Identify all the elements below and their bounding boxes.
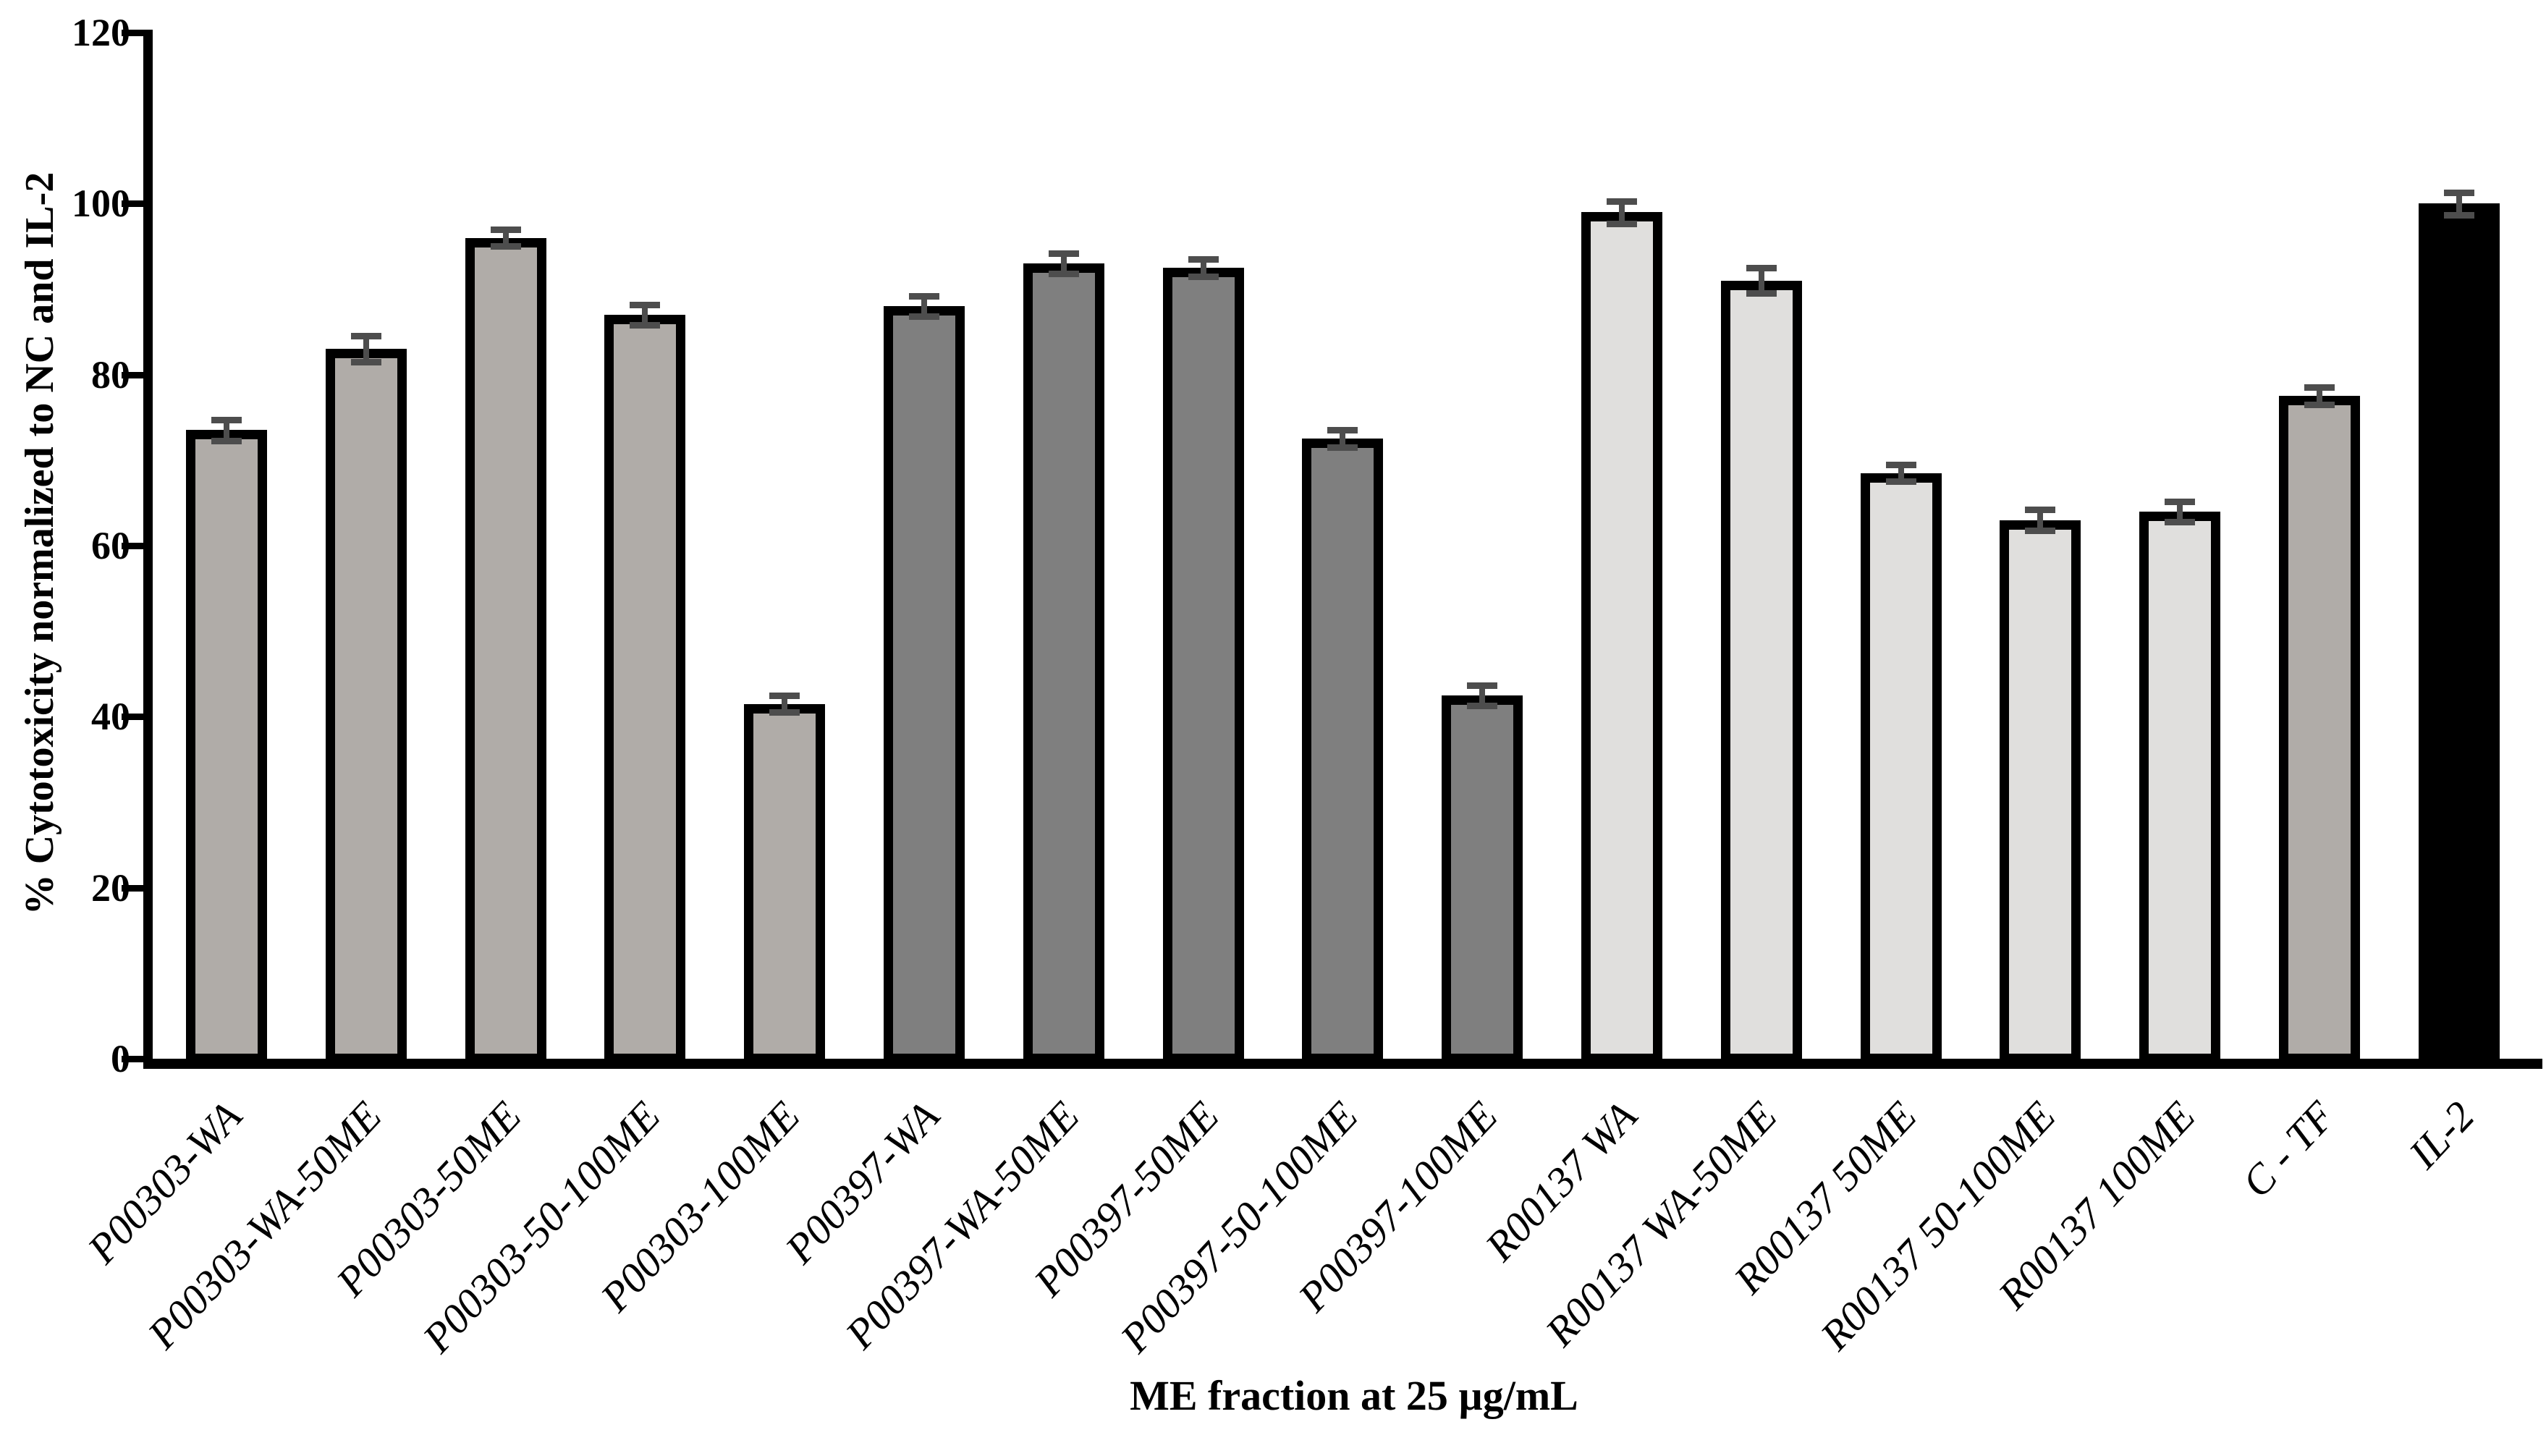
error-bar-cap-top	[769, 692, 800, 699]
bar-P00397-100ME	[1442, 695, 1523, 1063]
error-bar-cap-top	[211, 417, 242, 424]
bar-P00397-50-100ME	[1302, 439, 1384, 1063]
error-bar-cap-top	[350, 333, 381, 340]
error-bar-line	[1758, 267, 1764, 294]
error-bar-line	[2456, 192, 2462, 215]
bar-C - TF	[2279, 396, 2360, 1063]
error-bar-cap-top	[1467, 682, 1498, 689]
bar-P00303-WA	[186, 430, 267, 1063]
y-tick-label: 40	[91, 695, 130, 739]
error-bar-line	[2037, 509, 2044, 530]
bar-P00303-100ME	[744, 703, 826, 1063]
error-bar-cap-bottom	[630, 322, 661, 329]
error-bar-cap-bottom	[1327, 444, 1358, 452]
error-bar-cap-bottom	[2025, 527, 2056, 534]
y-axis-line	[143, 30, 153, 1069]
bar-P00397-WA-50ME	[1023, 263, 1104, 1063]
error-bar-line	[2177, 501, 2183, 522]
error-bar-cap-bottom	[1188, 273, 1219, 280]
error-bar-line	[1619, 200, 1625, 224]
error-bar-line	[1200, 259, 1206, 276]
error-bar-cap-top	[630, 301, 661, 308]
error-bar-cap-top	[2304, 384, 2335, 391]
bar-IL-2	[2418, 203, 2500, 1063]
error-bar-line	[363, 336, 369, 362]
error-bar-cap-top	[2165, 498, 2196, 505]
error-bar-line	[1060, 253, 1067, 274]
y-tick	[122, 884, 143, 892]
bar-P00303-50ME	[465, 237, 546, 1063]
error-bar-cap-top	[2443, 189, 2474, 196]
y-tick-label: 0	[111, 1037, 130, 1080]
error-bar-line	[1340, 430, 1346, 448]
error-bar-line	[2317, 387, 2322, 405]
error-bar-line	[1479, 685, 1486, 706]
error-bar-cap-bottom	[490, 243, 521, 250]
error-bar-cap-top	[1885, 461, 1916, 468]
y-tick-label: 20	[91, 865, 130, 910]
error-bar-cap-bottom	[350, 358, 381, 365]
bar-P00397-WA	[884, 306, 965, 1063]
error-bar-line	[224, 420, 229, 441]
error-bar-cap-bottom	[1467, 702, 1498, 709]
y-tick	[122, 543, 143, 549]
error-bar-cap-bottom	[2165, 518, 2196, 525]
error-bar-cap-bottom	[1746, 290, 1777, 297]
bar-R00137 50-100ME	[2000, 520, 2081, 1063]
y-tick	[122, 1056, 143, 1062]
error-bar-cap-top	[490, 226, 521, 233]
error-bar-cap-top	[1746, 264, 1777, 271]
y-tick	[122, 371, 143, 378]
error-bar-line	[782, 695, 788, 713]
error-bar-line	[642, 304, 648, 326]
error-bar-cap-bottom	[2443, 211, 2474, 219]
y-tick	[122, 200, 143, 208]
error-bar-line	[921, 295, 927, 317]
y-tick-label: 60	[91, 524, 130, 567]
error-bar-cap-top	[909, 292, 939, 300]
x-axis-line	[143, 1059, 2542, 1069]
y-tick	[122, 714, 143, 721]
error-bar-cap-bottom	[1885, 478, 1916, 486]
error-bar-cap-bottom	[909, 313, 939, 321]
error-bar-cap-top	[1327, 427, 1358, 434]
error-bar-cap-bottom	[2304, 402, 2335, 409]
error-bar-cap-bottom	[769, 709, 800, 716]
bar-P00303-WA-50ME	[325, 349, 407, 1063]
bar-R00137 WA-50ME	[1720, 280, 1802, 1063]
bar-R00137 100ME	[2139, 511, 2221, 1063]
bar-P00397-50ME	[1162, 267, 1244, 1063]
y-tick-label: 120	[72, 11, 130, 54]
error-bar-line	[1898, 464, 1904, 482]
bar-P00303-50-100ME	[604, 314, 686, 1063]
error-bar-cap-bottom	[211, 437, 242, 444]
error-bar-cap-bottom	[1607, 220, 1637, 227]
bar-R00137 50ME	[1860, 473, 1942, 1063]
error-bar-cap-top	[2025, 507, 2056, 514]
y-tick-label: 80	[91, 352, 130, 397]
error-bar-line	[502, 229, 509, 247]
error-bar-cap-top	[1048, 250, 1079, 257]
error-bar-cap-bottom	[1048, 271, 1079, 278]
bar-R00137 WA	[1581, 212, 1662, 1063]
error-bar-cap-top	[1607, 198, 1637, 205]
x-axis-title: ME fraction at 25 µg/mL	[1130, 1372, 1578, 1419]
y-tick	[122, 30, 143, 36]
error-bar-cap-top	[1188, 256, 1219, 263]
y-tick-label: 100	[72, 182, 130, 226]
